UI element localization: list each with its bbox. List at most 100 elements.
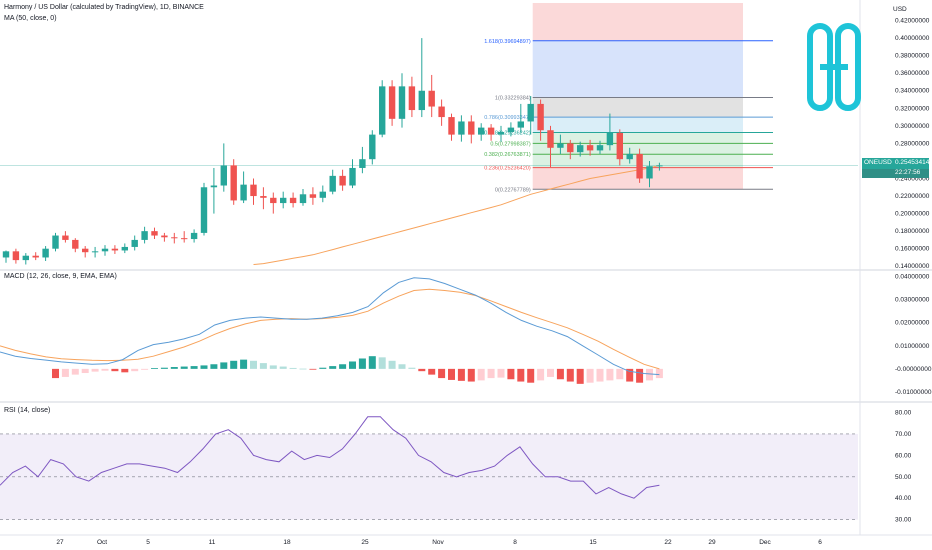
macd-histogram-bar bbox=[250, 360, 257, 369]
candle-body bbox=[2, 251, 10, 258]
candle-body bbox=[91, 251, 99, 253]
fib-band bbox=[532, 40, 743, 98]
candle-body bbox=[398, 86, 406, 119]
rsi-tick-label: 60.00 bbox=[895, 452, 912, 459]
time-tick-label: 5 bbox=[146, 539, 150, 546]
price-tick-label: 0.32000000 bbox=[895, 105, 930, 112]
candle-body bbox=[111, 248, 119, 251]
ma-line bbox=[253, 164, 660, 265]
candle-body bbox=[369, 134, 376, 160]
macd-histogram-bar bbox=[289, 367, 297, 369]
candle-body bbox=[151, 231, 158, 236]
candle-body bbox=[121, 246, 128, 251]
time-tick-label: 25 bbox=[361, 539, 369, 546]
candle-body bbox=[190, 232, 198, 240]
candle-body bbox=[171, 237, 178, 239]
macd-histogram-bar bbox=[388, 360, 396, 369]
candle-body bbox=[428, 90, 435, 107]
candle-body bbox=[458, 121, 465, 135]
time-tick-label: 27 bbox=[56, 539, 64, 546]
macd-histogram-bar bbox=[547, 368, 554, 377]
macd-histogram-bar bbox=[160, 367, 168, 369]
macd-histogram-bar bbox=[81, 368, 89, 374]
candle-body bbox=[32, 255, 39, 258]
fib-level-label: 0.236(0.25236420) bbox=[484, 166, 531, 172]
rsi-tick-label: 40.00 bbox=[895, 495, 912, 502]
candle-body bbox=[299, 194, 307, 204]
macd-histogram-bar bbox=[556, 368, 564, 380]
rsi-tick-label: 80.00 bbox=[895, 410, 912, 417]
fib-level-label: 0.618(0.29236242) bbox=[484, 131, 531, 137]
candle-body bbox=[289, 197, 297, 204]
candle-body bbox=[141, 231, 148, 240]
fib-band bbox=[532, 97, 743, 118]
macd-histogram-bar bbox=[517, 368, 525, 382]
macd-histogram-bar bbox=[131, 368, 139, 372]
candle-body bbox=[606, 132, 614, 146]
price-tick-label: 0.38000000 bbox=[895, 53, 930, 60]
macd-histogram-bar bbox=[507, 368, 515, 380]
candle-body bbox=[230, 165, 237, 201]
candle-body bbox=[319, 191, 326, 198]
price-tick-label: 0.24000000 bbox=[895, 175, 930, 182]
price-tick-label: 0.42000000 bbox=[895, 18, 930, 25]
macd-histogram-bar bbox=[91, 368, 99, 372]
macd-histogram-bar bbox=[220, 362, 228, 369]
macd-histogram-bar bbox=[497, 368, 505, 378]
macd-tick-label: 0.03000000 bbox=[895, 297, 930, 304]
macd-histogram-bar bbox=[646, 368, 653, 381]
time-tick-label: Oct bbox=[97, 539, 107, 546]
macd-indicator-label[interactable]: MACD (12, 26, close, 9, EMA, EMA) bbox=[4, 273, 117, 280]
current-price-badge: ONEUSD 0.25453414 22:27:56 bbox=[862, 158, 929, 178]
macd-histogram-bar bbox=[576, 368, 584, 384]
candle-body bbox=[547, 130, 554, 148]
time-tick-label: 6 bbox=[818, 539, 822, 546]
price-tick-label: 0.30000000 bbox=[895, 123, 930, 130]
fib-band bbox=[532, 117, 743, 133]
macd-histogram-bar bbox=[606, 368, 614, 381]
rsi-indicator-label[interactable]: RSI (14, close) bbox=[4, 407, 51, 414]
bar-countdown-label: 22:27:56 bbox=[895, 169, 921, 176]
macd-histogram-bar bbox=[180, 366, 188, 369]
price-tick-label: 0.28000000 bbox=[895, 140, 930, 147]
macd-histogram-bar bbox=[349, 361, 356, 369]
rsi-tick-label: 50.00 bbox=[895, 474, 912, 481]
macd-histogram-bar bbox=[339, 364, 347, 369]
macd-histogram-bar bbox=[259, 363, 267, 369]
symbol-label: ONEUSD bbox=[864, 159, 892, 166]
macd-tick-label: -0.00000000 bbox=[895, 366, 932, 373]
macd-histogram-bar bbox=[477, 368, 485, 381]
candle-body bbox=[22, 255, 29, 261]
macd-histogram-bar bbox=[210, 364, 218, 369]
macd-histogram-bar bbox=[448, 368, 455, 380]
candle-body bbox=[646, 166, 653, 179]
time-tick-label: Nov bbox=[432, 539, 444, 546]
candle-body bbox=[349, 167, 356, 186]
macd-histogram-bar bbox=[121, 368, 129, 373]
macd-histogram-bar bbox=[626, 368, 634, 382]
ma-indicator-label[interactable]: MA (50, close, 0) bbox=[4, 15, 57, 22]
candle-body bbox=[577, 145, 584, 153]
macd-histogram-bar bbox=[586, 368, 594, 383]
rsi-tick-label: 30.00 bbox=[895, 517, 912, 524]
macd-histogram-bar bbox=[269, 365, 277, 369]
fib-level-label: 0(0.22767789) bbox=[495, 187, 531, 193]
macd-histogram-bar bbox=[636, 368, 644, 383]
candle-body bbox=[42, 248, 49, 258]
macd-histogram-bar bbox=[566, 368, 574, 382]
candle-body bbox=[62, 235, 69, 240]
time-tick-label: 18 bbox=[283, 539, 291, 546]
candle-body bbox=[72, 239, 79, 249]
candle-body bbox=[200, 187, 208, 233]
fib-level-label: 0.786(0.30993347) bbox=[484, 115, 531, 121]
price-tick-label: 0.34000000 bbox=[895, 88, 930, 95]
macd-histogram-bar bbox=[111, 368, 119, 372]
candle-body bbox=[388, 86, 396, 119]
time-tick-label: 8 bbox=[513, 539, 517, 546]
candle-body bbox=[12, 251, 20, 261]
macd-histogram-bar bbox=[438, 368, 446, 379]
price-tick-label: 0.16000000 bbox=[895, 246, 930, 253]
macd-histogram-bar bbox=[596, 368, 604, 382]
macd-histogram-bar bbox=[170, 367, 178, 369]
